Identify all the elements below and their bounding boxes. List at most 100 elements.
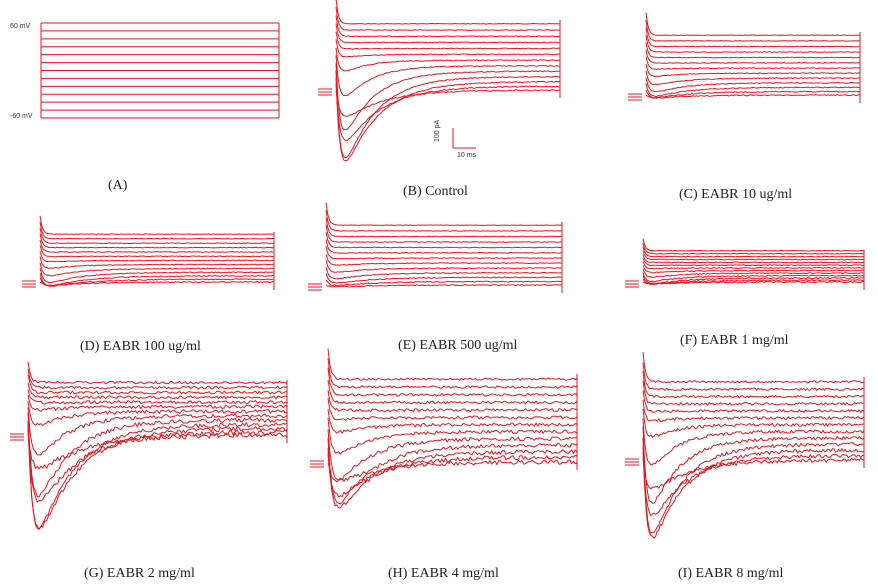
current-trace — [27, 429, 288, 503]
panel-h-traces — [310, 348, 578, 509]
panel-i-label: (I) EABR 8 mg/ml — [678, 566, 784, 581]
current-trace — [335, 6, 561, 31]
panel-g-traces — [10, 361, 288, 530]
panel-f-traces — [625, 238, 865, 290]
current-trace — [325, 279, 563, 287]
current-trace — [335, 0, 561, 25]
current-trace — [642, 426, 865, 504]
current-trace — [325, 224, 563, 243]
current-trace — [27, 420, 288, 530]
panel-c-traces — [628, 12, 861, 103]
current-trace — [642, 275, 865, 285]
stimulus-artifact — [22, 280, 36, 288]
current-trace — [645, 89, 861, 99]
current-trace — [39, 281, 275, 287]
current-trace — [27, 412, 288, 498]
stimulus-artifact — [318, 88, 332, 96]
current-trace — [645, 77, 861, 93]
current-trace — [327, 447, 578, 509]
current-trace — [39, 251, 275, 263]
current-trace — [325, 284, 563, 288]
current-trace — [27, 432, 288, 470]
current-trace — [39, 233, 275, 249]
current-trace — [325, 202, 563, 226]
current-trace — [642, 280, 865, 285]
current-trace — [335, 23, 561, 44]
current-trace — [27, 389, 288, 405]
current-trace — [642, 370, 865, 399]
panel-b-label: (B) Control — [403, 184, 468, 199]
current-trace — [642, 445, 865, 539]
current-trace — [327, 348, 578, 381]
current-trace — [642, 457, 865, 490]
current-trace — [27, 361, 288, 385]
current-trace — [39, 267, 274, 284]
current-trace — [39, 245, 274, 258]
current-trace — [325, 259, 563, 273]
current-trace — [327, 438, 578, 505]
current-trace — [327, 417, 578, 455]
current-trace — [642, 399, 865, 422]
current-trace — [39, 256, 275, 269]
current-trace — [39, 227, 275, 244]
current-trace — [335, 70, 561, 159]
current-trace — [642, 390, 865, 413]
current-trace — [642, 408, 865, 438]
scale-bar — [452, 128, 476, 149]
current-trace — [327, 429, 578, 481]
stimulus-artifact — [625, 280, 639, 288]
current-trace — [327, 459, 578, 483]
stimulus-artifact — [10, 433, 24, 441]
current-trace — [327, 390, 578, 413]
current-trace — [645, 63, 861, 78]
bottom-voltage-label: -60 mV — [10, 113, 33, 120]
panel-e-label: (E) EABR 500 ug/ml — [398, 338, 518, 353]
current-trace — [325, 217, 563, 238]
current-trace — [335, 47, 560, 72]
current-trace — [645, 49, 861, 64]
top-voltage-label: 60 mV — [10, 23, 31, 30]
panel-e-traces — [308, 202, 563, 293]
current-trace — [642, 418, 865, 466]
panel-i-traces — [625, 351, 865, 539]
current-trace — [39, 273, 275, 287]
current-trace — [645, 94, 861, 99]
current-trace — [642, 437, 865, 534]
current-trace — [645, 27, 861, 48]
current-trace — [335, 77, 561, 162]
current-trace — [642, 261, 865, 270]
current-trace — [645, 35, 861, 53]
current-trace — [642, 268, 865, 278]
current-trace — [39, 221, 274, 240]
current-trace — [642, 272, 865, 283]
current-trace — [27, 368, 288, 390]
current-trace — [325, 273, 563, 284]
current-trace — [325, 210, 563, 232]
current-trace — [327, 358, 578, 389]
panel-h-label: (H) EABR 4 mg/ml — [388, 566, 499, 581]
current-trace — [325, 239, 563, 254]
current-trace — [325, 253, 563, 266]
current-trace — [27, 374, 288, 395]
current-trace — [327, 409, 578, 434]
current-trace — [642, 452, 865, 517]
current-trace — [327, 453, 578, 498]
current-trace — [325, 266, 563, 280]
current-trace — [645, 42, 861, 59]
current-trace — [642, 278, 865, 285]
current-trace — [642, 242, 864, 255]
current-trace — [642, 362, 865, 391]
current-trace — [642, 246, 865, 258]
panel-b-traces — [318, 0, 561, 162]
current-trace — [642, 380, 865, 406]
stimulus-artifact — [308, 283, 322, 291]
current-trace — [325, 246, 563, 260]
current-trace — [642, 351, 865, 384]
panel-a-label: (A) — [108, 178, 128, 193]
current-traces — [10, 0, 865, 539]
current-trace — [327, 379, 578, 405]
current-trace — [335, 63, 560, 131]
current-trace — [642, 258, 865, 267]
current-trace — [335, 31, 561, 50]
